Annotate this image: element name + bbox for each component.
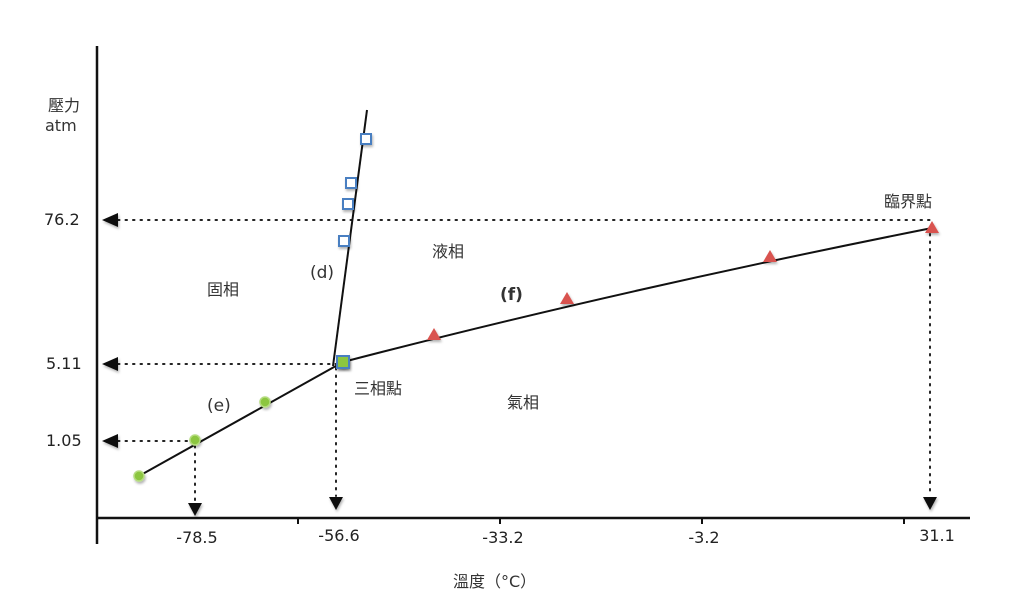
x-tick-label: 31.1 — [919, 526, 955, 545]
y-axis-label: 壓力 — [48, 96, 81, 115]
region-solid-label: 固相 — [207, 280, 240, 299]
triple-point-marker-icon — [336, 355, 350, 369]
x-axis-label: 溫度（°C） — [453, 572, 537, 591]
guide-lines — [117, 219, 931, 505]
y-tick-label: 5.11 — [46, 354, 82, 373]
arrow-left-icon — [102, 357, 118, 371]
curve-d-label: (d) — [310, 263, 335, 283]
square-marker-icon — [360, 133, 372, 145]
square-marker-icon — [342, 198, 354, 210]
triangle-marker-icon — [763, 250, 777, 262]
arrow-down-icon — [923, 497, 937, 510]
curve-e — [138, 361, 344, 477]
y-tick-label: 76.2 — [44, 210, 80, 229]
arrow-down-icon — [329, 497, 343, 510]
triangle-marker-icon — [925, 221, 939, 233]
curve-f-label: (f) — [500, 285, 523, 305]
triangle-marker-icon — [560, 292, 574, 304]
arrow-down-icon — [188, 503, 202, 516]
square-marker-icon — [345, 177, 357, 189]
triangle-marker-icon — [427, 328, 441, 340]
circle-marker-icon — [259, 396, 271, 408]
region-liquid-label: 液相 — [432, 242, 465, 261]
axes — [95, 46, 970, 544]
region-gas-label: 氣相 — [507, 393, 540, 412]
arrow-left-icon — [102, 213, 118, 227]
square-marker-icon — [338, 235, 350, 247]
y-axis-unit: atm — [45, 116, 77, 135]
circle-marker-icon — [189, 434, 201, 446]
x-tick-label: -78.5 — [176, 528, 218, 547]
x-tick-label: -33.2 — [482, 528, 524, 547]
data-markers — [133, 133, 939, 482]
arrow-left-icon — [102, 434, 118, 448]
x-tick-label: -56.6 — [318, 526, 360, 545]
arrow-heads — [102, 213, 937, 516]
circle-marker-icon — [133, 470, 145, 482]
curve-e-label: (e) — [207, 396, 231, 416]
triple-point-label: 三相點 — [354, 379, 403, 398]
x-tick-label: -3.2 — [688, 528, 720, 547]
y-tick-label: 1.05 — [46, 431, 82, 450]
critical-point-label: 臨界點 — [884, 192, 933, 211]
phase-curves — [138, 109, 933, 477]
curve-f — [342, 227, 933, 363]
